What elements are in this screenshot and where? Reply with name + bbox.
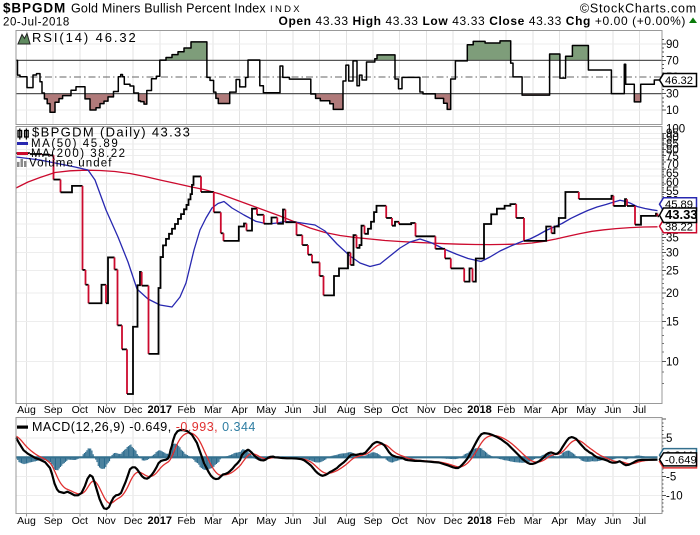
svg-text:46.32: 46.32 [665, 75, 693, 87]
svg-text:Mar: Mar [524, 515, 543, 527]
svg-text:Feb: Feb [497, 404, 515, 416]
svg-text:Apr: Apr [232, 515, 249, 527]
svg-text:55: 55 [666, 186, 679, 198]
svg-text:2018: 2018 [467, 404, 491, 416]
svg-text:Oct: Oct [72, 404, 88, 416]
svg-text:Volume undef: Volume undef [29, 158, 113, 170]
svg-text:Nov: Nov [97, 515, 116, 527]
svg-text:Oct: Oct [72, 515, 88, 527]
svg-text:Mar: Mar [204, 404, 223, 416]
svg-text:May: May [576, 404, 597, 416]
svg-text:Aug: Aug [17, 404, 36, 416]
svg-text:Apr: Apr [551, 404, 568, 416]
svg-text:Nov: Nov [97, 404, 116, 416]
svg-text:20: 20 [666, 288, 679, 300]
svg-text:Dec: Dec [444, 515, 463, 527]
svg-text:38.22: 38.22 [665, 221, 693, 233]
svg-text:70: 70 [666, 55, 679, 67]
svg-text:2018: 2018 [467, 515, 491, 527]
svg-text:65: 65 [666, 168, 679, 180]
svg-text:10: 10 [666, 105, 679, 117]
svg-text:5: 5 [666, 433, 672, 445]
svg-text:Jun: Jun [285, 404, 302, 416]
svg-text:Jul: Jul [313, 404, 326, 416]
svg-text:$BPGDM (Daily) 43.33: $BPGDM (Daily) 43.33 [32, 125, 191, 140]
svg-text:25: 25 [666, 266, 679, 278]
svg-text:30: 30 [666, 248, 679, 260]
svg-text:RSI(14) 46.32: RSI(14) 46.32 [32, 30, 138, 45]
svg-text:Sep: Sep [44, 404, 63, 416]
svg-text:20-Jul-2018: 20-Jul-2018 [3, 17, 70, 29]
svg-text:©StockCharts.com: ©StockCharts.com [580, 2, 697, 16]
svg-text:95: 95 [666, 128, 679, 140]
svg-text:Nov: Nov [417, 515, 436, 527]
svg-text:Jun: Jun [285, 515, 302, 527]
svg-text:90: 90 [666, 132, 679, 144]
svg-text:15: 15 [666, 316, 679, 328]
svg-text:Feb: Feb [177, 515, 195, 527]
svg-text:Dec: Dec [124, 404, 143, 416]
svg-text:85: 85 [666, 139, 679, 151]
svg-text:$BPGDM: $BPGDM [3, 1, 66, 16]
svg-text:MA(50) 45.89: MA(50) 45.89 [31, 138, 119, 150]
svg-text:-0.649: -0.649 [665, 454, 697, 466]
svg-text:May: May [256, 515, 277, 527]
svg-text:Jun: Jun [604, 404, 621, 416]
svg-text:Sep: Sep [364, 404, 383, 416]
svg-text:Jun: Jun [604, 515, 621, 527]
svg-text:2017: 2017 [148, 404, 172, 416]
svg-text:Sep: Sep [44, 515, 63, 527]
svg-text:Oct: Oct [391, 515, 407, 527]
svg-text:Mar: Mar [204, 515, 223, 527]
svg-text:Dec: Dec [124, 515, 143, 527]
svg-text:Jul: Jul [313, 515, 326, 527]
svg-text:60: 60 [666, 177, 679, 189]
svg-text:43.33: 43.33 [665, 207, 698, 222]
svg-text:Aug: Aug [337, 515, 356, 527]
svg-text:Oct: Oct [391, 404, 407, 416]
svg-text:May: May [256, 404, 277, 416]
svg-text:90: 90 [666, 39, 679, 51]
svg-text:Gold Miners Bullish Percent In: Gold Miners Bullish Percent Index [71, 2, 266, 16]
svg-text:Aug: Aug [17, 515, 36, 527]
svg-text:MACD(12,26,9) -0.649, -0.993,: MACD(12,26,9) -0.649, -0.993, 0.344 [32, 420, 256, 434]
svg-text:Mar: Mar [524, 404, 543, 416]
svg-text:35: 35 [666, 232, 679, 244]
svg-text:100: 100 [666, 124, 685, 136]
svg-text:10: 10 [666, 356, 679, 368]
svg-text:30: 30 [666, 89, 679, 101]
svg-text:Dec: Dec [444, 404, 463, 416]
svg-text:Nov: Nov [417, 404, 436, 416]
svg-text:70: 70 [666, 159, 679, 171]
svg-text:Aug: Aug [337, 404, 356, 416]
svg-text:2017: 2017 [148, 515, 172, 527]
svg-text:MA(200) 38.22: MA(200) 38.22 [31, 148, 127, 160]
svg-text:Feb: Feb [497, 515, 515, 527]
svg-text:75: 75 [666, 151, 679, 163]
svg-text:Apr: Apr [551, 515, 568, 527]
svg-text:May: May [576, 515, 597, 527]
svg-text:Apr: Apr [232, 404, 249, 416]
svg-text:Feb: Feb [177, 404, 195, 416]
svg-text:-10: -10 [666, 491, 683, 503]
svg-text:-5: -5 [666, 471, 676, 483]
svg-text:80: 80 [666, 145, 679, 157]
svg-text:Sep: Sep [364, 515, 383, 527]
svg-text:INDX: INDX [270, 4, 302, 15]
svg-text:Open 43.33 High 43.33 Low 43.3: Open 43.33 High 43.33 Low 43.33 Close 43… [279, 14, 686, 28]
svg-text:Jul: Jul [633, 404, 646, 416]
svg-text:Jul: Jul [633, 515, 646, 527]
